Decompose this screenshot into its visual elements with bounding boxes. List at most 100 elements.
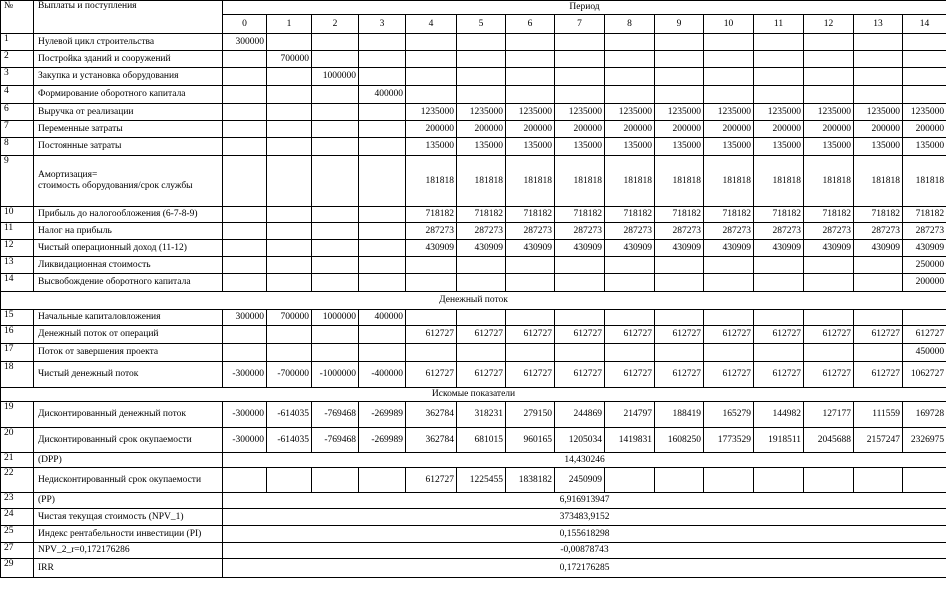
cell-value <box>266 33 312 51</box>
cell-value <box>222 222 267 240</box>
cell-value: 612727 <box>753 361 804 388</box>
cell-value <box>266 256 312 274</box>
cell-value <box>456 85 506 104</box>
table-row: 11 Налог на прибыль 287273 287273 287273 2872… <box>0 222 946 240</box>
cell-value: 400000 <box>358 309 406 326</box>
cell-value: 700000 <box>266 309 312 326</box>
cell-value <box>554 256 605 274</box>
cell-value <box>505 67 555 86</box>
section-title: Денежный поток <box>0 291 946 310</box>
cell-value: 200000 <box>901 273 946 292</box>
row-number: 24 <box>0 508 34 526</box>
cell-value <box>222 155 267 207</box>
cell-value: 169728 <box>901 401 946 428</box>
cell-value <box>753 467 804 493</box>
cell-value <box>266 273 312 292</box>
cell-value: 1235000 <box>456 103 506 121</box>
cell-value <box>266 120 312 138</box>
row-number: 10 <box>0 206 34 223</box>
period-number: 3 <box>358 14 406 34</box>
cell-value: 181818 <box>901 155 946 207</box>
table-row: Денежный поток <box>0 291 946 310</box>
cell-value <box>604 85 655 104</box>
cell-value: 144982 <box>753 401 804 428</box>
row-label: Выручка от реализации <box>33 103 223 121</box>
cell-value <box>554 85 605 104</box>
cell-value: 181818 <box>505 155 555 207</box>
cell-value: 1000000 <box>311 309 359 326</box>
table-row: 4 Формирование оборотного капитала 400000 <box>0 85 946 104</box>
cell-value <box>358 206 406 223</box>
cell-value <box>222 67 267 86</box>
cell-value: 2450909 <box>554 467 605 493</box>
table-row: 15 Начальные капиталовложения 300000 700000… <box>0 309 946 326</box>
cell-value: 430909 <box>753 239 804 257</box>
cell-value <box>753 85 804 104</box>
cell-value: 1062727 <box>901 361 946 388</box>
cell-value <box>554 33 605 51</box>
cell-value: 1235000 <box>505 103 555 121</box>
table-row: 20 Дисконтированный срок окупаемости -3000… <box>0 427 946 453</box>
cell-value <box>654 67 704 86</box>
cell-value <box>222 103 267 121</box>
cell-value: 287273 <box>853 222 903 240</box>
cell-value <box>654 50 704 68</box>
cell-value <box>405 67 457 86</box>
table-row: 6 Выручка от реализации 1235000 1235000 1235… <box>0 103 946 121</box>
cell-value <box>604 33 655 51</box>
row-label: IRR <box>33 558 223 578</box>
cell-value <box>853 33 903 51</box>
cell-value: 612727 <box>654 361 704 388</box>
table-row: 27 NPV_2_r=0,172176286 -0,00878743 <box>0 542 946 559</box>
cell-value <box>311 273 359 292</box>
cell-value: 362784 <box>405 427 457 453</box>
cell-value <box>222 343 267 362</box>
cell-value: 300000 <box>222 309 267 326</box>
cell-value: 612727 <box>803 325 854 344</box>
row-label: (PP) <box>33 492 223 509</box>
cell-value <box>222 273 267 292</box>
cell-value: 612727 <box>405 325 457 344</box>
cell-value <box>311 239 359 257</box>
cell-value: 300000 <box>222 33 267 51</box>
cell-value <box>358 50 406 68</box>
cell-value <box>554 50 605 68</box>
row-label: Поток от завершения проекта <box>33 343 223 362</box>
cell-value: 612727 <box>703 361 754 388</box>
row-value: 373483,9152 <box>221 508 946 526</box>
row-number: 6 <box>0 103 34 121</box>
cell-value <box>222 256 267 274</box>
row-number: 21 <box>0 452 34 468</box>
cell-value: 718182 <box>901 206 946 223</box>
table-row: 19 Дисконтированный денежный поток -300000… <box>0 401 946 428</box>
cell-value <box>604 273 655 292</box>
cell-value <box>266 239 312 257</box>
cell-value: 430909 <box>554 239 605 257</box>
period-number: 10 <box>703 14 754 34</box>
cell-value <box>703 309 754 326</box>
cell-value: -300000 <box>222 401 267 428</box>
cell-value: 181818 <box>853 155 903 207</box>
table-row: 3 Закупка и установка оборудования 1000000 <box>0 67 946 86</box>
cell-value <box>803 256 854 274</box>
table-row: 2 Постройка зданий и сооружений 700000 <box>0 50 946 68</box>
cell-value: 318231 <box>456 401 506 428</box>
table-row: 29 IRR 0,172176285 <box>0 558 946 578</box>
period-number: 12 <box>803 14 854 34</box>
cell-value: 214797 <box>604 401 655 428</box>
row-number: 9 <box>0 155 34 207</box>
cell-value <box>654 85 704 104</box>
cell-value <box>456 273 506 292</box>
cell-value: 612727 <box>505 325 555 344</box>
cell-value <box>358 33 406 51</box>
cell-value <box>703 85 754 104</box>
cell-value: 135000 <box>654 137 704 156</box>
row-label: Налог на прибыль <box>33 222 223 240</box>
cell-value: -769468 <box>311 401 359 428</box>
cell-value: 1773529 <box>703 427 754 453</box>
cell-value: 1235000 <box>405 103 457 121</box>
cell-value <box>456 50 506 68</box>
cell-value <box>311 50 359 68</box>
cell-value: -614035 <box>266 401 312 428</box>
cell-value: 612727 <box>803 361 854 388</box>
